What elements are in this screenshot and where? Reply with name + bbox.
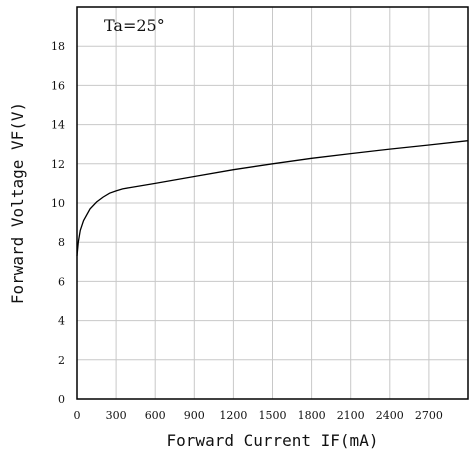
y-axis-title: Forward Voltage VF(V) bbox=[8, 102, 27, 304]
y-tick-labels: 0 2 4 6 8 10 12 14 16 18 bbox=[51, 40, 65, 406]
x-tick-labels: 0 300 600 900 1200 1500 1800 2100 2400 2700 bbox=[74, 409, 443, 422]
x-tick-label: 900 bbox=[184, 409, 205, 422]
x-tick-label: 2400 bbox=[376, 409, 404, 422]
y-tick-label: 18 bbox=[51, 40, 65, 53]
x-axis-title: Forward Current IF(mA) bbox=[167, 431, 379, 450]
y-tick-label: 16 bbox=[51, 79, 65, 92]
x-tick-label: 2100 bbox=[337, 409, 365, 422]
plot-frame bbox=[76, 6, 469, 400]
x-tick-label: 600 bbox=[145, 409, 166, 422]
y-tick-label: 0 bbox=[58, 393, 65, 406]
series-line-0 bbox=[76, 140, 469, 256]
x-tick-label: 1500 bbox=[259, 409, 287, 422]
x-tick-label: 300 bbox=[106, 409, 127, 422]
y-tick-label: 6 bbox=[58, 275, 65, 288]
y-tick-label: 10 bbox=[51, 197, 65, 210]
grid-lines bbox=[77, 7, 468, 399]
temperature-annotation: Ta=25° bbox=[104, 16, 165, 35]
y-tick-label: 12 bbox=[51, 158, 65, 171]
x-tick-label: 0 bbox=[74, 409, 81, 422]
series-layer bbox=[76, 140, 469, 256]
y-tick-label: 8 bbox=[58, 236, 65, 249]
y-tick-label: 4 bbox=[58, 315, 65, 328]
y-tick-label: 2 bbox=[58, 354, 65, 367]
x-tick-label: 2700 bbox=[415, 409, 443, 422]
y-tick-label: 14 bbox=[51, 119, 65, 132]
x-tick-label: 1200 bbox=[219, 409, 247, 422]
x-tick-label: 1800 bbox=[298, 409, 326, 422]
